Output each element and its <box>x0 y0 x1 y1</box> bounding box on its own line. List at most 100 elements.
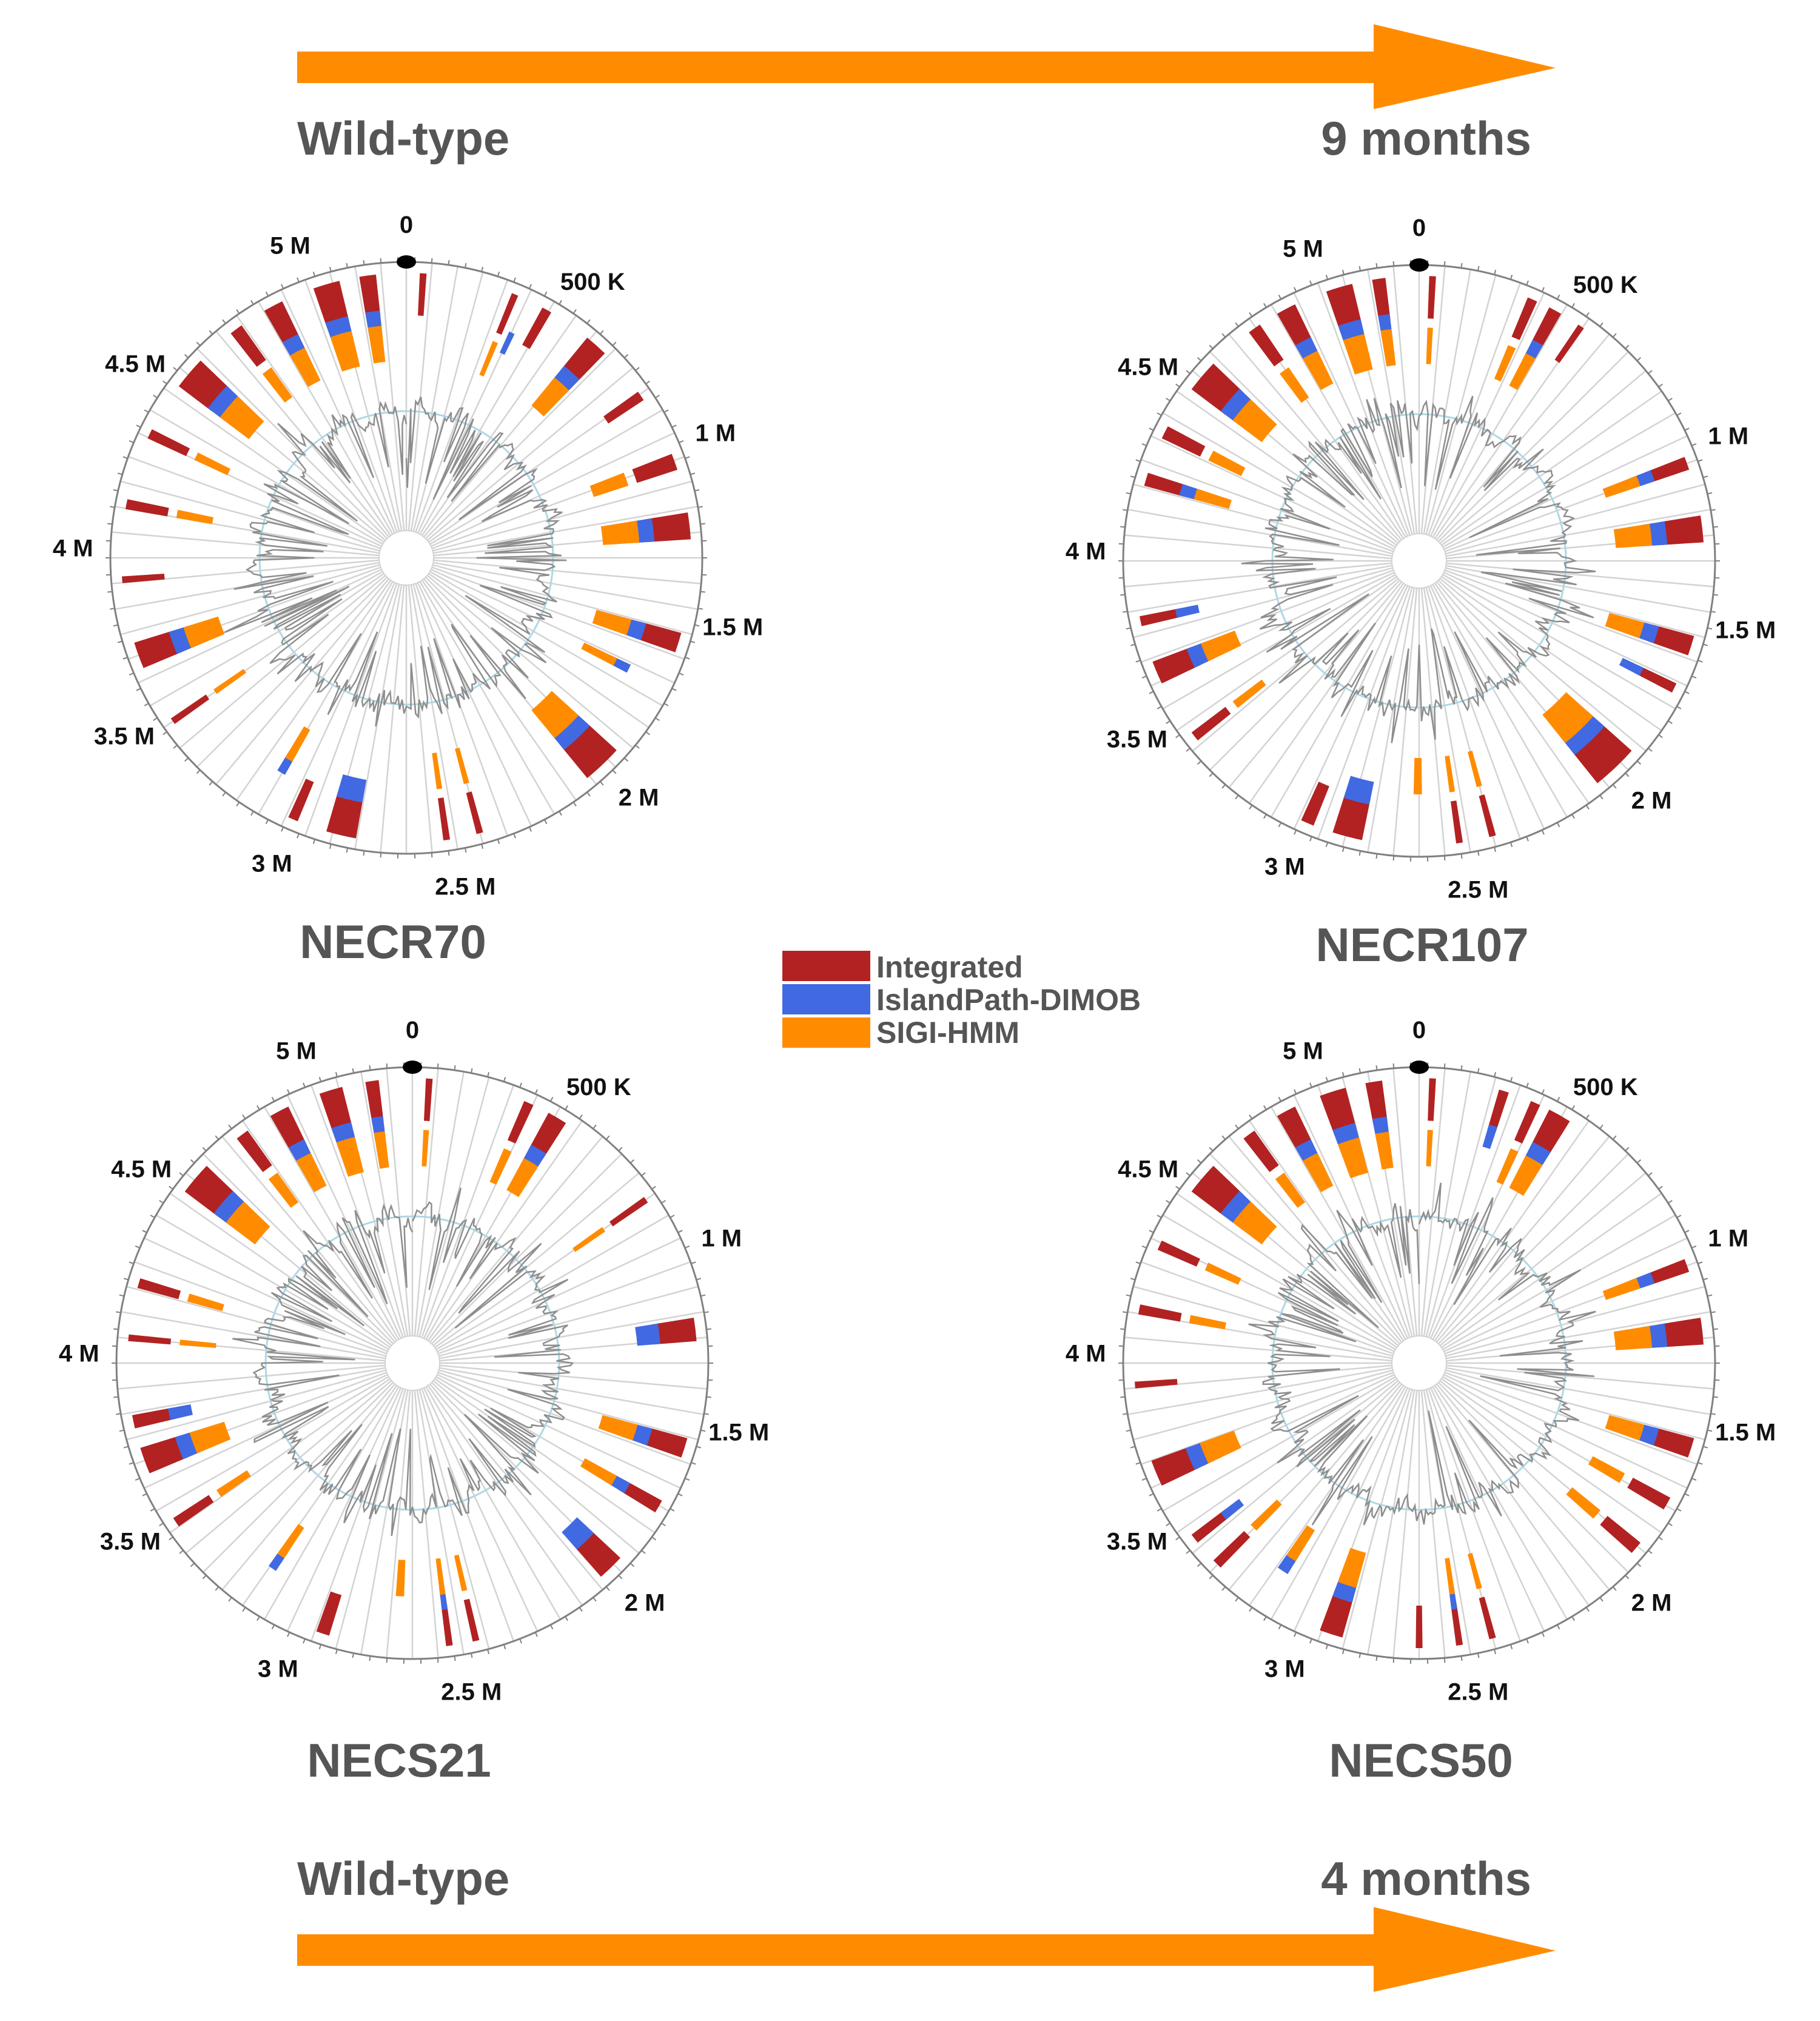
genome-tick-label: 2 M <box>625 1590 665 1617</box>
genome-tick-label: 3.5 M <box>100 1529 161 1555</box>
ring-tick <box>671 688 677 691</box>
ring-tick <box>1710 509 1716 511</box>
spoke-line <box>1445 483 1705 555</box>
top-right-label: 9 months <box>1321 112 1531 165</box>
island-integrated <box>1320 1087 1357 1136</box>
ring-tick <box>1141 443 1147 446</box>
genome-tick-label: 1 M <box>695 420 736 446</box>
ring-tick <box>1541 1089 1545 1094</box>
genome-tick-label: 500 K <box>560 269 625 295</box>
top-timeline: Wild-type 9 months <box>297 24 1556 165</box>
ring-tick <box>1309 836 1312 842</box>
island-sigi <box>1445 1558 1456 1595</box>
spoke-line <box>126 1285 386 1357</box>
ring-tick <box>202 1147 207 1151</box>
spoke-line <box>1429 1387 1545 1632</box>
ring-tick <box>173 367 178 371</box>
ring-tick <box>1375 1655 1378 1661</box>
island-islandpath <box>549 710 590 750</box>
ring-tick <box>1263 1105 1267 1110</box>
ring-tick <box>1658 1185 1663 1190</box>
ring-tick <box>1149 1230 1154 1233</box>
ring-tick <box>1141 1245 1147 1248</box>
ring-tick <box>1375 853 1378 859</box>
ring-tick <box>1556 1096 1560 1102</box>
spoke-line <box>431 566 685 660</box>
island-islandpath <box>1220 1499 1244 1520</box>
ring-tick <box>1648 748 1653 752</box>
ring-tick <box>202 1575 207 1580</box>
spoke-line <box>280 289 396 534</box>
ring-tick <box>654 717 660 722</box>
island-integrated <box>1277 1106 1314 1153</box>
island-integrated <box>1514 1101 1540 1144</box>
ring-tick <box>1667 720 1673 725</box>
ring-tick <box>1599 794 1603 800</box>
ring-tick <box>1341 270 1345 275</box>
spoke-line <box>1446 1367 1711 1415</box>
ring-tick <box>135 1245 140 1248</box>
spoke-line <box>1150 435 1395 551</box>
spoke-line <box>1428 1084 1522 1338</box>
island-integrated <box>1600 1516 1640 1553</box>
spoke-line <box>1209 1153 1401 1345</box>
ring-tick <box>386 1658 388 1663</box>
spoke-line <box>242 1120 398 1341</box>
island-sigi <box>435 1558 446 1595</box>
ring-tick <box>1309 1082 1312 1088</box>
ring-tick <box>1667 397 1673 402</box>
spoke-line <box>1445 1369 1705 1441</box>
ring-tick <box>144 703 149 706</box>
ring-tick <box>1197 1563 1202 1567</box>
spoke-line <box>421 580 577 801</box>
spoke-line <box>1192 1379 1399 1554</box>
spoke-line <box>196 576 388 768</box>
ring-tick <box>1135 459 1141 462</box>
legend-label-integrated: Integrated <box>876 950 1023 984</box>
genome-tick-label: 0 <box>1412 1017 1426 1044</box>
island-integrated <box>1372 278 1391 322</box>
spoke-line <box>1428 282 1522 536</box>
spoke-line <box>1270 1386 1406 1620</box>
ring-tick <box>1278 294 1282 300</box>
island-islandpath <box>1482 1124 1497 1149</box>
island-integrated <box>1157 1240 1200 1267</box>
ring-tick <box>179 1172 184 1176</box>
spoke-line <box>1249 1385 1405 1606</box>
ring-tick <box>169 1185 173 1190</box>
ring-tick <box>691 1462 696 1465</box>
island-islandpath <box>562 1517 594 1550</box>
ring-tick <box>641 1550 646 1554</box>
spoke-line <box>111 531 380 557</box>
ring-tick <box>1263 303 1267 308</box>
spoke-line <box>1429 585 1545 830</box>
spoke-line <box>155 1214 389 1350</box>
spoke-line <box>133 1261 388 1355</box>
ring-tick <box>1460 263 1463 269</box>
island-sigi <box>374 1131 389 1169</box>
ring-tick <box>1341 1649 1345 1654</box>
spoke-line <box>1446 562 1714 588</box>
ring-tick <box>1494 270 1497 275</box>
ring-tick <box>123 1446 129 1449</box>
ring-tick <box>1707 492 1713 495</box>
ring-tick <box>123 456 128 459</box>
ring-tick <box>129 1261 134 1264</box>
ring-tick <box>1120 1328 1126 1330</box>
island-sigi <box>1496 1148 1519 1185</box>
ring-tick <box>593 1124 597 1130</box>
ring-tick <box>697 608 703 610</box>
spoke-line <box>169 1193 391 1349</box>
ring-tick <box>136 424 141 428</box>
ring-tick <box>703 1413 709 1415</box>
spoke-line <box>1434 1120 1590 1341</box>
ring-tick <box>163 380 167 385</box>
ring-tick <box>513 277 516 283</box>
ring-tick <box>1477 1068 1480 1073</box>
spoke-line <box>429 409 663 545</box>
ring-tick <box>605 1586 610 1591</box>
ring-tick <box>1691 443 1697 446</box>
gc-content-line <box>232 1187 574 1537</box>
spoke-line <box>1441 1378 1662 1533</box>
ring-tick <box>513 833 516 839</box>
